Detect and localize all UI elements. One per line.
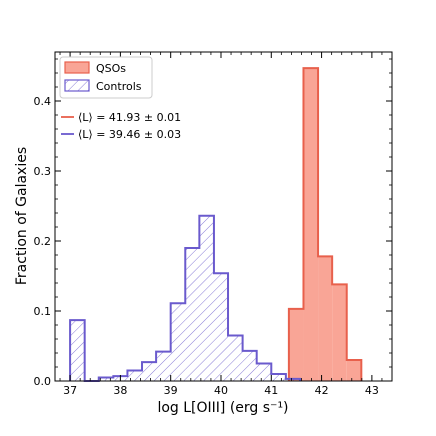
x-tick-label: 38 xyxy=(113,384,127,397)
controls-bar xyxy=(156,351,171,381)
controls-bar xyxy=(127,370,143,381)
y-tick-label: 0.3 xyxy=(34,165,52,178)
y-tick-label: 0.0 xyxy=(34,375,52,388)
qso-mean-text: ⟨L⟩ = 41.93 ± 0.01 xyxy=(78,111,181,124)
legend-swatch-qsos xyxy=(64,61,90,74)
x-tick-label: 41 xyxy=(264,384,278,397)
qso-bars xyxy=(287,67,363,381)
controls-bar xyxy=(256,363,272,381)
controls-bar xyxy=(98,377,114,381)
qso-bar xyxy=(332,284,347,381)
y-tick-label: 0.1 xyxy=(34,305,52,318)
controls-outline xyxy=(69,214,301,382)
y-axis-label: Fraction of Galaxies xyxy=(14,147,30,285)
legend-swatch-controls xyxy=(64,79,90,92)
controls-bar xyxy=(185,248,200,381)
x-axis-label: log L[OIII] (erg s⁻¹) xyxy=(157,400,288,416)
controls-bar xyxy=(170,303,186,381)
qso-bar xyxy=(288,308,304,381)
legend-label-qsos: QSOs xyxy=(96,62,126,75)
qso-bar xyxy=(303,68,319,381)
qso-bar xyxy=(318,256,333,381)
plot-frame xyxy=(54,51,393,382)
x-tick-label: 39 xyxy=(164,384,178,397)
y-axis-ticks: 0.0 0.1 0.2 0.3 0.4 xyxy=(34,58,392,388)
x-axis-ticks: 37 38 39 40 41 42 43 xyxy=(59,52,383,397)
x-tick-label: 40 xyxy=(214,384,228,397)
x-tick-label: 42 xyxy=(315,384,329,397)
controls-bar xyxy=(213,273,229,381)
legend: QSOs Controls xyxy=(59,56,153,99)
controls-bar xyxy=(285,378,300,381)
y-tick-label: 0.2 xyxy=(34,235,52,248)
controls-bar xyxy=(70,320,85,381)
controls-bar xyxy=(199,215,214,381)
controls-bars xyxy=(69,214,301,382)
mean-annotations: ⟨L⟩ = 41.93 ± 0.01 ⟨L⟩ = 39.46 ± 0.03 xyxy=(61,111,181,141)
x-tick-label: 43 xyxy=(365,384,379,397)
controls-bar xyxy=(271,374,286,381)
controls-bar xyxy=(242,350,257,381)
qso-outline xyxy=(287,67,363,381)
qso-bar xyxy=(346,360,362,381)
y-tick-label: 0.4 xyxy=(34,95,52,108)
legend-label-controls: Controls xyxy=(96,80,142,93)
controls-bar xyxy=(228,335,243,381)
x-tick-label: 37 xyxy=(63,384,77,397)
controls-mean-text: ⟨L⟩ = 39.46 ± 0.03 xyxy=(78,128,181,141)
controls-bar xyxy=(142,362,157,381)
